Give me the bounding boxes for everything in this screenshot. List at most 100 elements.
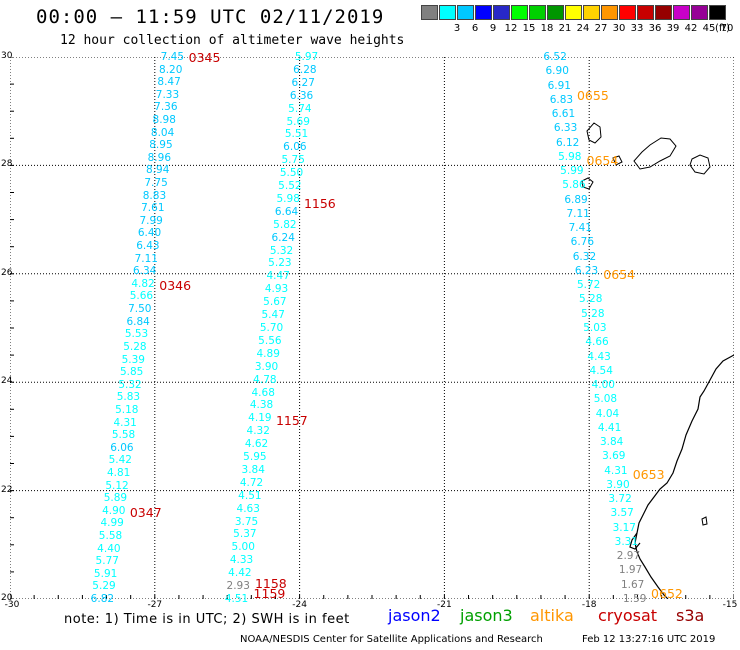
swh-value: 4.19 <box>248 412 272 425</box>
swh-value: 5.85 <box>119 366 144 379</box>
swh-value: 4.68 <box>251 386 275 399</box>
satellite-legend-item: altika <box>530 606 574 625</box>
satellite-legend-item: jason2 <box>388 606 441 625</box>
swh-value: 4.66 <box>585 336 609 349</box>
swh-value: 6.34 <box>132 265 157 278</box>
swh-value: 5.69 <box>286 115 310 128</box>
lat-tick-label: 26 <box>1 267 13 278</box>
swh-value: 7.36 <box>154 101 178 114</box>
colorbar-label: 21 <box>558 23 572 34</box>
swh-value: 4.31 <box>113 416 137 429</box>
colorbar-label: 27 <box>594 23 608 34</box>
swh-value: 3.57 <box>610 507 634 520</box>
colorbar-label: 42 <box>684 23 698 34</box>
swh-value: 5.50 <box>279 167 304 180</box>
colorbar-label: 15 <box>522 23 536 34</box>
swh-value: 6.06 <box>110 441 134 454</box>
pass-time-label: 0652 <box>651 586 683 601</box>
pass-time-label: 0347 <box>129 505 162 521</box>
swh-value: 3.84 <box>241 463 265 476</box>
colorbar-label: 36 <box>648 23 662 34</box>
lon-tick-label: -15 <box>722 600 738 610</box>
swh-value: 8.20 <box>159 63 183 76</box>
swh-value: 6.23 <box>574 264 599 277</box>
swh-value: 3.17 <box>612 521 636 534</box>
swh-value: 3.90 <box>254 360 279 373</box>
swh-value: 4.62 <box>244 438 269 451</box>
page-subtitle: 12 hour collection of altimeter wave hei… <box>60 33 405 48</box>
swh-value: 2.97 <box>616 550 641 563</box>
swh-value: 1.67 <box>620 578 645 591</box>
swh-value: 6.33 <box>553 122 578 135</box>
swh-value: 5.83 <box>116 391 141 404</box>
swh-value: 4.51 <box>224 593 249 605</box>
swh-value: 4.31 <box>604 464 628 477</box>
colorbar-label: 9 <box>489 23 497 34</box>
swh-value: 4.40 <box>97 542 121 555</box>
swh-value: 5.70 <box>259 322 284 334</box>
swh-value: 5.47 <box>261 309 285 322</box>
lon-tick-label: -21 <box>437 600 452 610</box>
swh-value: 4.82 <box>131 277 155 290</box>
african-coastline <box>634 354 734 599</box>
swh-value: 5.28 <box>123 340 147 353</box>
swh-value: 4.00 <box>591 379 615 392</box>
swh-value: 4.93 <box>264 283 289 296</box>
swh-value: 5.39 <box>121 353 145 366</box>
swh-value: 5.91 <box>93 567 118 580</box>
swh-value: 6.27 <box>291 76 315 89</box>
swh-value: 4.89 <box>256 347 280 360</box>
colorbar-swatch <box>601 5 618 20</box>
colorbar-swatch <box>691 5 708 20</box>
canary-island-tenerife <box>633 137 677 170</box>
swh-value: 5.18 <box>115 403 139 416</box>
swh-value: 5.23 <box>268 257 292 270</box>
colorbar-label: 6 <box>471 23 479 34</box>
footer-note: note: 1) Time is in UTC; 2) SWH is in fe… <box>64 612 350 627</box>
swh-value: 6.91 <box>547 79 571 92</box>
lat-tick-label: 22 <box>1 484 13 495</box>
colorbar-label: 24 <box>576 23 590 34</box>
swh-value: 3.84 <box>599 436 624 449</box>
swh-value: 6.82 <box>90 593 115 605</box>
swh-value: 6.28 <box>293 63 317 76</box>
swh-value: 5.32 <box>118 378 142 391</box>
swh-value: 5.53 <box>124 328 149 341</box>
colorbar-swatch <box>511 5 528 20</box>
swh-value: 6.90 <box>545 65 569 78</box>
swh-value: 7.61 <box>141 202 165 215</box>
canary-island-la-gomera <box>612 155 623 166</box>
swh-value: 8.95 <box>149 139 173 152</box>
lon-tick-label: -24 <box>292 600 307 610</box>
swh-value: 5.32 <box>269 244 294 257</box>
swh-value: 5.75 <box>281 154 305 167</box>
swh-value: 5.08 <box>593 393 618 406</box>
swh-value: 4.04 <box>595 407 620 420</box>
swh-value: 4.38 <box>249 399 274 412</box>
colorbar-swatch <box>547 5 564 20</box>
swh-value: 3.69 <box>602 450 626 463</box>
swh-value: 6.36 <box>289 89 314 102</box>
swh-value: 6.24 <box>271 231 295 244</box>
pass-time-label: 0346 <box>159 277 192 293</box>
colorbar-label: 30 <box>612 23 626 34</box>
swh-value: 7.50 <box>128 303 152 316</box>
credit-line: NOAA/NESDIS Center for Satellite Applica… <box>240 634 543 645</box>
colorbar-label: 45 <box>702 23 716 34</box>
pass-time-label: 0345 <box>188 50 221 65</box>
swh-value: 4.99 <box>100 517 124 530</box>
pass-time-label: 0654 <box>586 152 619 168</box>
swh-value: 3.72 <box>608 493 632 506</box>
colorbar-unit: (ft) <box>715 23 731 34</box>
swh-value: 8.47 <box>157 76 181 89</box>
colorbar-swatch <box>637 5 654 20</box>
colorbar-swatch <box>673 5 690 20</box>
swh-value: 5.28 <box>579 293 603 306</box>
coastlines <box>581 122 734 599</box>
swh-value: 7.75 <box>144 177 168 190</box>
swh-value: 4.54 <box>589 364 613 377</box>
generated-timestamp: Feb 12 13:27:16 UTC 2019 <box>582 634 716 645</box>
swh-value: 6.89 <box>564 193 588 206</box>
swh-value: 5.99 <box>560 165 584 178</box>
swh-value: 4.51 <box>238 489 262 502</box>
